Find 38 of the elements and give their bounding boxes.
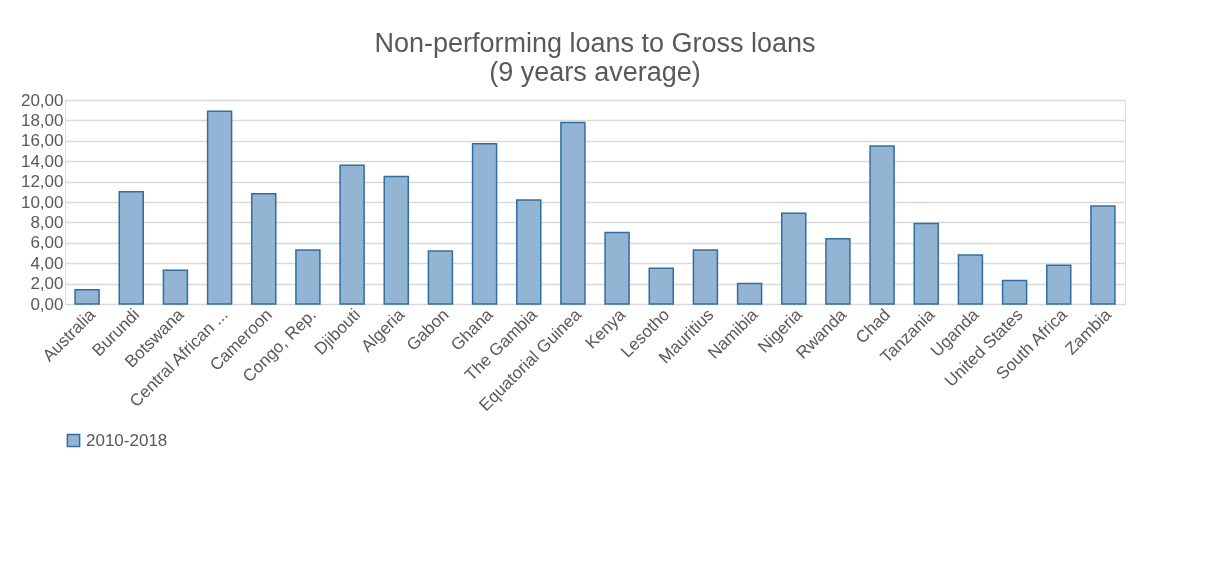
y-tick-label: 2,00 [30,274,64,294]
y-tick-label: 6,00 [30,233,64,253]
y-tick-label: 10,00 [20,192,64,212]
y-tick-label: 20,00 [20,90,64,110]
bar [825,237,851,305]
bar [781,212,807,305]
legend-label: 2010-2018 [86,430,168,450]
y-tick-label: 4,00 [30,253,64,273]
bar [74,288,100,305]
bar [383,175,409,305]
bar [427,250,454,305]
bar [339,164,365,305]
bar [251,193,277,305]
bar [736,282,763,305]
bar [471,143,498,305]
bar [957,254,984,305]
text: (9 years average) [489,57,701,87]
text: Non-performing loans to Gross loans [374,28,816,58]
y-tick-label: 12,00 [20,172,64,192]
bar [648,267,674,305]
bar [560,121,586,305]
bar [692,249,719,305]
y-tick-label: 14,00 [20,151,64,171]
bar [118,191,144,305]
bar [295,249,321,305]
bar [206,110,233,305]
bar [1046,264,1072,305]
y-tick-label: 16,00 [20,131,64,151]
y-tick-label: 8,00 [30,212,64,232]
bar [913,222,939,305]
bar [1001,279,1028,305]
bar [869,145,895,305]
bar [1090,205,1116,305]
bar [516,199,542,305]
bar [604,231,630,305]
y-tick-label: 0,00 [30,294,64,314]
bar [162,269,189,305]
y-tick-label: 18,00 [20,110,64,130]
